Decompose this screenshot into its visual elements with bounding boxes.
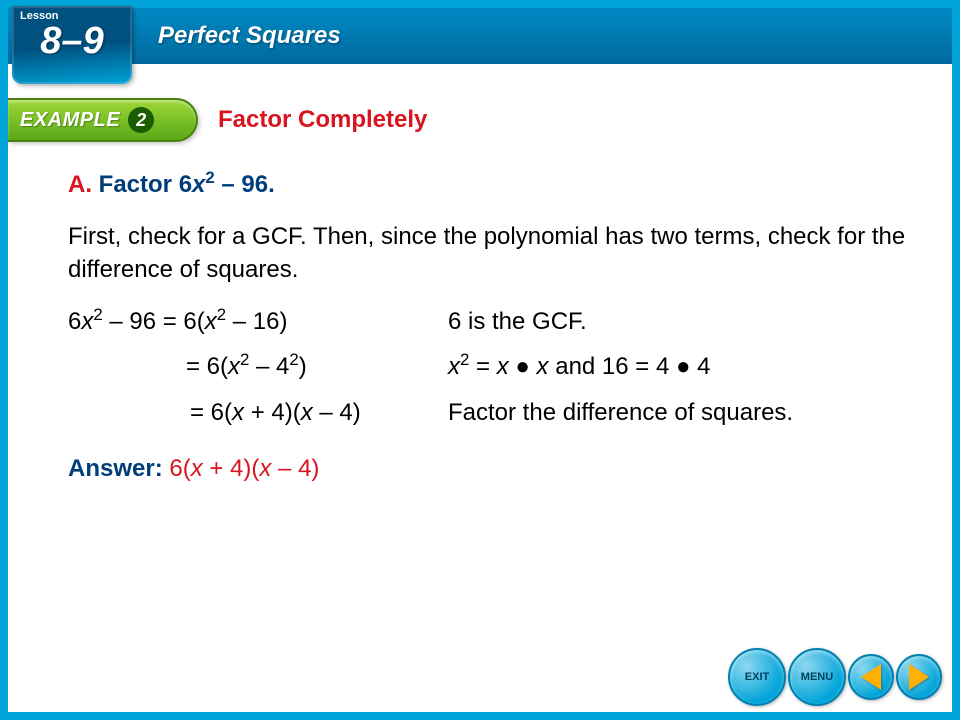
nav-footer: EXIT MENU: [728, 648, 942, 706]
work-right: x2 = x ● x and 16 = 4 ● 4: [448, 350, 912, 384]
section-title: Factor Completely: [218, 106, 427, 134]
work-right: Factor the difference of squares.: [448, 396, 912, 430]
example-number: 2: [128, 107, 154, 133]
arrow-left-icon: [861, 664, 881, 690]
problem-prompt: A. Factor 6x2 – 96.: [68, 168, 912, 202]
answer-line: Answer: 6(x + 4)(x – 4): [68, 452, 912, 486]
prompt-prefix: Factor 6: [99, 171, 192, 198]
content-area: A. Factor 6x2 – 96. First, check for a G…: [68, 168, 912, 485]
work-right: 6 is the GCF.: [448, 305, 912, 339]
prompt-exp: 2: [205, 168, 214, 187]
exit-label: EXIT: [745, 671, 769, 683]
work-line: = 6(x2 – 42)x2 = x ● x and 16 = 4 ● 4: [68, 350, 912, 384]
chapter-title: Perfect Squares: [158, 22, 341, 50]
work-left: = 6(x2 – 42): [68, 350, 448, 384]
work-line: = 6(x + 4)(x – 4)Factor the difference o…: [68, 396, 912, 430]
header-bar: Perfect Squares: [8, 8, 952, 64]
lesson-number: 8–9: [20, 20, 124, 63]
prev-button[interactable]: [848, 654, 894, 700]
work-left: 6x2 – 96 = 6(x2 – 16): [68, 305, 448, 339]
work-steps: 6x2 – 96 = 6(x2 – 16)6 is the GCF.= 6(x2…: [68, 305, 912, 430]
lesson-tab: Lesson 8–9: [12, 6, 132, 84]
arrow-right-icon: [909, 664, 929, 690]
answer-text: 6(x + 4)(x – 4): [163, 455, 320, 482]
answer-label: Answer:: [68, 455, 163, 482]
next-button[interactable]: [896, 654, 942, 700]
prompt-var: x: [192, 171, 205, 198]
work-left: = 6(x + 4)(x – 4): [68, 396, 448, 430]
menu-label: MENU: [801, 671, 833, 683]
example-row: EXAMPLE 2 Factor Completely: [8, 98, 952, 142]
work-line: 6x2 – 96 = 6(x2 – 16)6 is the GCF.: [68, 305, 912, 339]
exit-button[interactable]: EXIT: [728, 648, 786, 706]
part-letter: A.: [68, 171, 92, 198]
intro-text: First, check for a GCF. Then, since the …: [68, 220, 912, 287]
example-badge-text: EXAMPLE: [20, 109, 120, 132]
example-badge: EXAMPLE 2: [8, 98, 198, 142]
prompt-body: Factor 6x2 – 96.: [99, 171, 275, 198]
menu-button[interactable]: MENU: [788, 648, 846, 706]
prompt-suffix: – 96.: [215, 171, 275, 198]
slide-frame: Perfect Squares Lesson 8–9 EXAMPLE 2 Fac…: [0, 0, 960, 720]
